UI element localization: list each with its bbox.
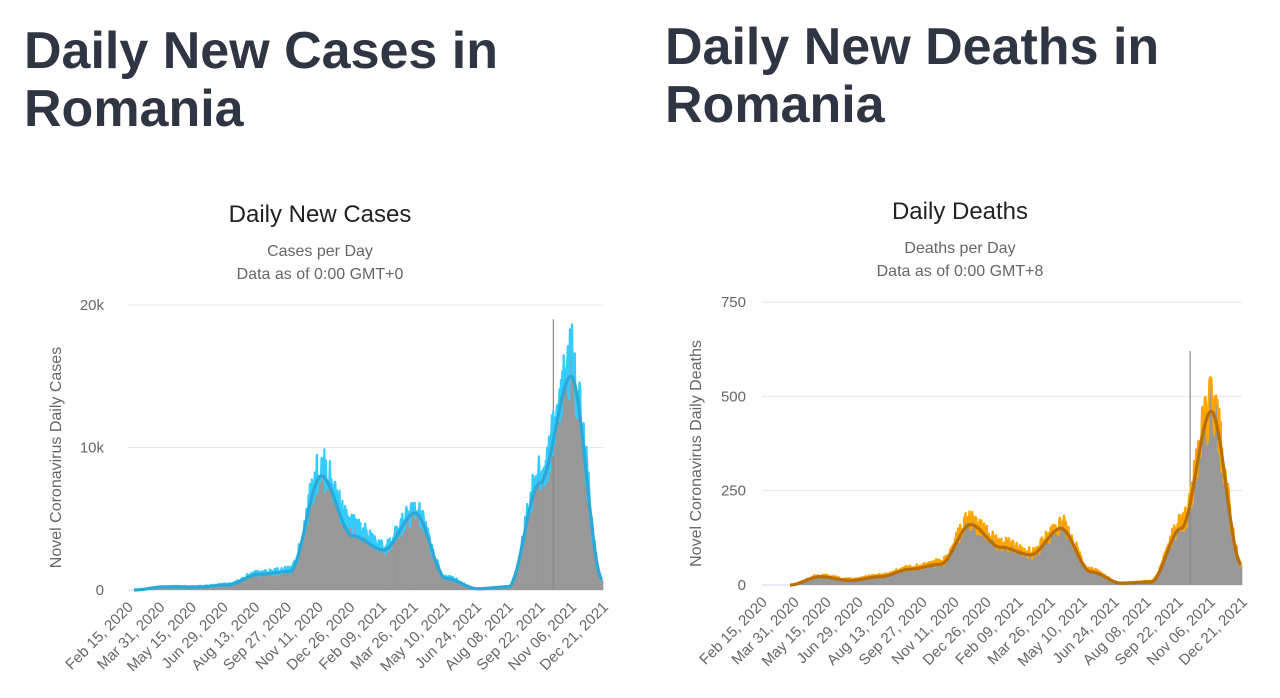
moving-average-line xyxy=(789,409,1243,587)
y-axis-title: Novel Coronavirus Daily Cases xyxy=(48,347,65,568)
y-tick-label: 0 xyxy=(738,577,746,594)
deaths-title-line2: Romania xyxy=(665,76,885,134)
y-tick-label: 500 xyxy=(721,388,746,405)
y-tick-label: 0 xyxy=(96,582,104,599)
y-tick-label: 10k xyxy=(80,440,105,457)
deaths-chart-note: Data as of 0:00 GMT+8 xyxy=(876,263,1044,280)
cases-chart-note: Data as of 0:00 GMT+0 xyxy=(236,266,404,283)
deaths-chart: 0 250 500 750 Novel Coronavirus Daily Deaths… xyxy=(688,294,1251,670)
y-axis-title: Novel Coronavirus Daily Deaths xyxy=(688,340,705,567)
deaths-title-line1: Daily New Deaths in xyxy=(665,18,1160,76)
y-tick-label: 250 xyxy=(721,483,746,500)
deaths-chart-title: Daily Deaths xyxy=(891,198,1029,225)
moving-average-line xyxy=(133,374,604,592)
cases-chart-title: Daily New Cases xyxy=(228,201,412,228)
y-tick-label: 20k xyxy=(80,297,105,314)
cases-chart-subtitle: Cases per Day xyxy=(267,243,373,260)
deaths-panel: Daily New Deaths in Romania Daily Deaths… xyxy=(640,0,1280,698)
cases-page-title: Daily New Cases in Romania xyxy=(24,22,498,138)
y-tick-label: 750 xyxy=(721,294,746,311)
daily-bars xyxy=(790,377,1243,585)
deaths-page-title: Daily New Deaths in Romania xyxy=(665,18,1159,134)
deaths-chart-subtitle: Deaths per Day xyxy=(904,240,1016,257)
cases-title-line1: Daily New Cases in xyxy=(24,22,498,80)
cases-panel: Daily New Cases in Romania Daily New Cas… xyxy=(24,22,612,675)
daily-bars xyxy=(134,324,604,590)
cases-title-line2: Romania xyxy=(24,80,244,138)
